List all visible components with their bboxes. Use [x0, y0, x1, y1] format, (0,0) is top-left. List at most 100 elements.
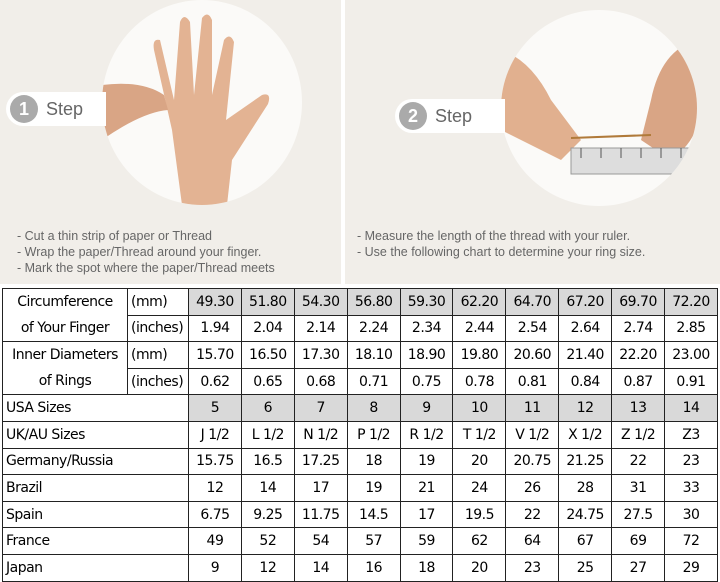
unit-label: (inches) [127, 367, 189, 396]
value-cell: T 1/2 [452, 420, 507, 449]
row-label: Brazil [2, 474, 189, 502]
value-cell: 31 [611, 474, 666, 502]
value-cell: 12 [558, 394, 613, 422]
value-cell: 67 [558, 527, 613, 555]
value-cell: 13 [611, 394, 666, 422]
value-cell: 2.04 [240, 314, 295, 343]
row-label: of Rings [2, 368, 128, 396]
value-cell: 18.10 [346, 341, 401, 369]
value-cell: 19.5 [452, 500, 507, 529]
value-cell: 12 [188, 474, 242, 502]
value-cell: 2.44 [452, 314, 507, 343]
value-cell: 0.75 [399, 367, 454, 396]
value-cell: 19.80 [452, 341, 507, 369]
size-row: USA Sizes 5 6 7 8 9 10 11 12 13 14 [2, 394, 718, 422]
value-cell: 0.68 [293, 367, 348, 396]
value-cell: 57 [346, 527, 401, 555]
value-cell: 2.24 [346, 314, 401, 343]
step1-instructions: Cut a thin strip of paper or Thread Wrap… [17, 228, 275, 276]
size-row: Germany/Russia 15.75 16.5 17.25 18 19 20 20.75 2… [2, 447, 718, 476]
row-label: Spain [2, 500, 189, 529]
step1-panel: 1 Step Cut a thin strip of paper or Thre… [0, 0, 341, 284]
ring-size-table: Circumference (mm) 49.30 51.80 54.30 56.80 59.… [2, 288, 718, 582]
value-cell: 9.25 [240, 500, 295, 529]
value-cell: 24 [452, 474, 507, 502]
value-cell: R 1/2 [399, 420, 454, 449]
value-cell: 14 [293, 553, 348, 582]
value-cell: 22 [505, 500, 560, 529]
value-cell: 64.70 [505, 288, 560, 316]
value-cell: Z3 [664, 420, 718, 449]
row-label: of Your Finger [2, 315, 128, 343]
value-cell: 0.62 [188, 367, 242, 396]
value-cell: 12 [240, 553, 295, 582]
value-cell: 11.75 [293, 500, 348, 529]
value-cell: 2.64 [558, 314, 613, 343]
step2-instructions: Measure the length of the thread with yo… [357, 228, 646, 260]
value-cell: 16 [346, 553, 401, 582]
value-cell: 18.90 [399, 341, 454, 369]
value-cell: 21.40 [558, 341, 613, 369]
value-cell: 6 [240, 394, 295, 422]
value-cell: 23 [664, 447, 718, 476]
value-cell: 23 [505, 553, 560, 582]
value-cell: 2.54 [505, 314, 560, 343]
value-cell: 0.84 [558, 367, 613, 396]
value-cell: Z 1/2 [611, 420, 666, 449]
value-cell: 30 [664, 500, 718, 529]
value-cell: 20 [452, 553, 507, 582]
value-cell: 0.87 [611, 367, 666, 396]
instruction: Measure the length of the thread with yo… [357, 228, 645, 244]
row-label: Germany/Russia [2, 447, 189, 476]
value-cell: 0.91 [664, 367, 718, 396]
measure-illustration [501, 10, 697, 206]
value-cell: 56.80 [346, 288, 401, 316]
size-row: UK/AU Sizes J 1/2 L 1/2 N 1/2 P 1/2 R 1/2 T 1/… [2, 420, 718, 449]
value-cell: 49.30 [188, 288, 242, 316]
value-cell: 14 [664, 394, 718, 422]
value-cell: 59.30 [399, 288, 454, 316]
value-cell: 5 [188, 394, 242, 422]
value-cell: 17.25 [293, 447, 348, 476]
value-cell: 23.00 [664, 341, 718, 369]
value-cell: 17.30 [293, 341, 348, 369]
row-label: Inner Diameters [2, 341, 128, 369]
value-cell: 62.20 [452, 288, 507, 316]
value-cell: 26 [505, 474, 560, 502]
value-cell: 54 [293, 527, 348, 555]
value-cell: 28 [558, 474, 613, 502]
value-cell: 2.85 [664, 314, 718, 343]
value-cell: 18 [399, 553, 454, 582]
value-cell: 72.20 [664, 288, 718, 316]
value-cell: 2.14 [293, 314, 348, 343]
value-cell: 15.75 [188, 447, 242, 476]
value-cell: 59 [399, 527, 454, 555]
row-label: Circumference [2, 288, 128, 316]
value-cell: 14 [240, 474, 295, 502]
value-cell: 54.30 [293, 288, 348, 316]
diameter-inches-row: of Rings (inches) 0.62 0.65 0.68 0.71 0.75 0.78… [2, 367, 718, 396]
row-label: UK/AU Sizes [2, 420, 189, 449]
value-cell: 8 [346, 394, 401, 422]
step-number: 1 [10, 95, 38, 123]
instruction: Wrap the paper/Thread around your finger… [17, 244, 275, 260]
value-cell: X 1/2 [558, 420, 613, 449]
value-cell: 62 [452, 527, 507, 555]
value-cell: 22.20 [611, 341, 666, 369]
circumference-inches-row: of Your Finger (inches) 1.94 2.04 2.14 2.24 2.… [2, 314, 718, 343]
value-cell: 24.75 [558, 500, 613, 529]
value-cell: 11 [505, 394, 560, 422]
value-cell: 9 [399, 394, 454, 422]
row-label: USA Sizes [2, 394, 189, 422]
value-cell: L 1/2 [240, 420, 295, 449]
value-cell: 20.60 [505, 341, 560, 369]
value-cell: 69 [611, 527, 666, 555]
value-cell: 0.71 [346, 367, 401, 396]
value-cell: 14.5 [346, 500, 401, 529]
unit-label: (mm) [127, 288, 189, 316]
ruler-icon [501, 40, 697, 175]
unit-label: (inches) [127, 314, 189, 343]
value-cell: 15.70 [188, 341, 242, 369]
value-cell: 25 [558, 553, 613, 582]
value-cell: 16.50 [240, 341, 295, 369]
